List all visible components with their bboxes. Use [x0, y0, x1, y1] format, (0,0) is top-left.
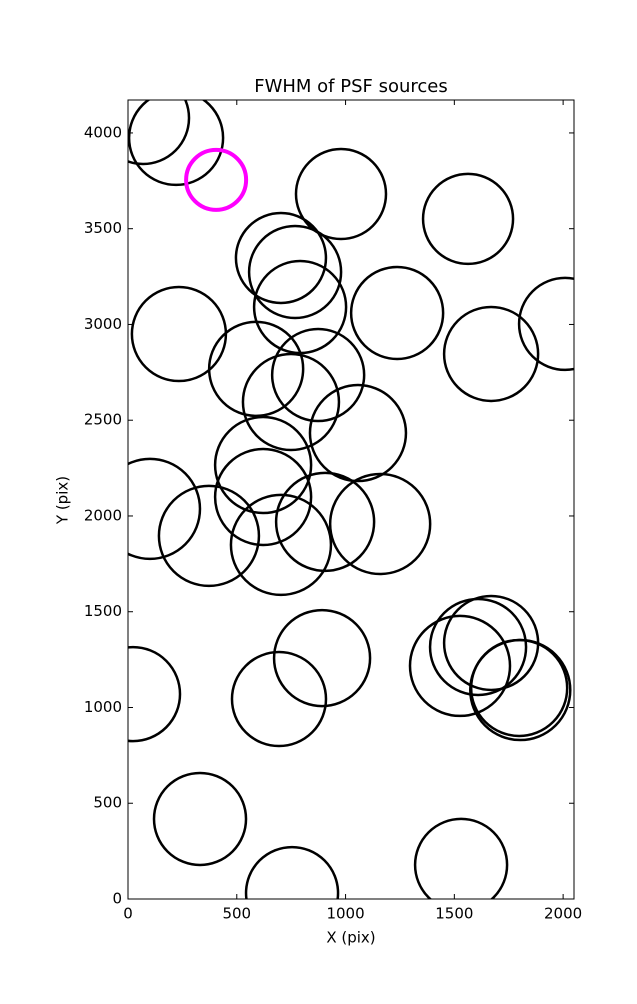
source-circle: [421, 172, 515, 266]
x-tick-label: 0: [123, 905, 133, 923]
source-circle: [294, 147, 388, 241]
y-tick-label: 1000: [84, 698, 122, 716]
y-tick-label: 2000: [84, 506, 122, 524]
plot-frame: [127, 99, 575, 900]
source-circle: [469, 638, 572, 742]
y-tick-label: 3000: [84, 315, 122, 333]
y-tick-label: 2500: [84, 411, 122, 429]
source-circle: [229, 493, 333, 597]
source-circle: [213, 415, 313, 515]
x-tick-label: 1000: [326, 905, 364, 923]
source-circle: [157, 484, 261, 588]
source-circle: [207, 320, 305, 418]
y-axis-label: Y (pix): [54, 476, 72, 525]
source-circle: [128, 457, 202, 561]
source-circle: [241, 352, 341, 452]
source-circle: [517, 276, 574, 372]
y-tick-label: 3500: [84, 219, 122, 237]
source-circle: [184, 147, 249, 212]
x-tick-label: 500: [222, 905, 251, 923]
source-circle: [128, 100, 225, 187]
source-circle: [230, 650, 328, 748]
chart-title: FWHM of PSF sources: [254, 76, 448, 97]
source-circle: [272, 608, 372, 708]
x-tick-label: 2000: [544, 905, 582, 923]
source-circle: [213, 447, 313, 547]
source-circle: [128, 100, 191, 166]
x-axis-label: X (pix): [326, 929, 375, 947]
source-circle: [270, 327, 366, 423]
x-tick-label: 1500: [435, 905, 473, 923]
source-circle: [442, 305, 540, 403]
y-tick-label: 0: [112, 890, 122, 908]
source-circle: [408, 614, 512, 718]
source-circle: [234, 211, 328, 305]
source-circle: [128, 645, 182, 743]
y-tick-label: 500: [93, 794, 122, 812]
source-circle: [349, 265, 445, 361]
source-circle: [328, 472, 432, 576]
y-tick-label: 4000: [84, 123, 122, 141]
source-circle: [244, 845, 340, 899]
source-circle: [152, 771, 248, 867]
source-circle: [247, 224, 343, 320]
plot-area: [128, 100, 574, 899]
source-circle: [274, 471, 376, 573]
source-circle: [428, 597, 528, 697]
y-tick-label: 1500: [84, 602, 122, 620]
source-circle: [308, 383, 408, 483]
source-circle: [413, 817, 509, 899]
